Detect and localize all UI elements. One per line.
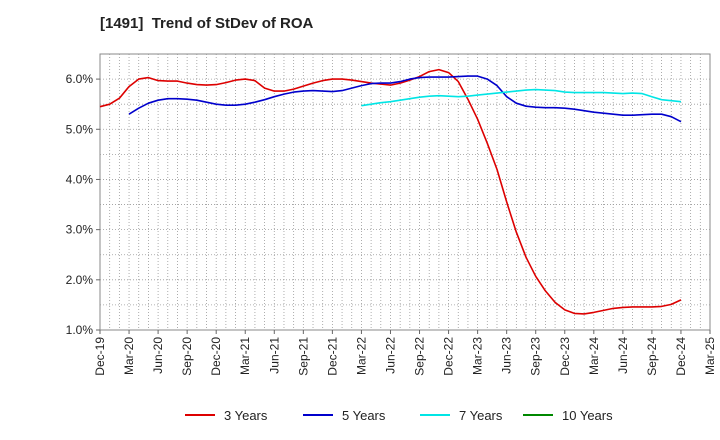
x-tick-label: Dec-19 (93, 337, 107, 376)
series-line-3-years (99, 68, 682, 315)
x-axis: Dec-19 Mar-20 Jun-20 Sep-20 Dec-20 Mar-21 Jun-… (93, 330, 717, 376)
x-tick-label: Mar-20 (122, 337, 136, 375)
x-tick-label: Jun-24 (616, 337, 630, 374)
y-tick-label: 4.0% (66, 172, 94, 186)
series-layer (99, 68, 682, 315)
x-tick-label: Sep-22 (413, 337, 427, 376)
grid-lines (100, 54, 710, 330)
y-axis: 1.0% 2.0% 3.0% 4.0% 5.0% 6.0% (66, 72, 100, 337)
x-tick-label: Sep-21 (296, 337, 310, 376)
legend-label-3-years: 3 Years (224, 408, 268, 423)
y-tick-label: 2.0% (66, 273, 94, 287)
series-line-5-years (128, 75, 682, 123)
x-tick-label: Jun-22 (383, 337, 397, 374)
x-tick-label: Dec-24 (674, 337, 688, 376)
y-tick-label: 6.0% (66, 72, 94, 86)
plot-area (99, 53, 711, 331)
x-tick-label: Jun-20 (151, 337, 165, 374)
x-tick-label: Mar-23 (471, 337, 485, 375)
x-tick-label: Mar-24 (587, 337, 601, 375)
x-tick-label: Dec-23 (558, 337, 572, 376)
y-tick-label: 3.0% (66, 223, 94, 237)
legend-label-7-years: 7 Years (459, 408, 503, 423)
x-tick-label: Mar-22 (354, 337, 368, 375)
x-tick-label: Dec-22 (442, 337, 456, 376)
series-line-7-years (361, 88, 682, 107)
x-tick-label: Mar-21 (238, 337, 252, 375)
legend: 3 Years 5 Years 7 Years 10 Years (185, 408, 613, 423)
legend-label-10-years: 10 Years (562, 408, 613, 423)
x-tick-label: Sep-24 (645, 337, 659, 376)
x-tick-label: Sep-20 (180, 337, 194, 376)
x-tick-label: Dec-20 (209, 337, 223, 376)
legend-label-5-years: 5 Years (342, 408, 386, 423)
y-tick-label: 5.0% (66, 122, 94, 136)
y-tick-label: 1.0% (66, 323, 94, 337)
x-tick-label: Mar-25 (703, 337, 717, 375)
x-tick-label: Jun-23 (500, 337, 514, 374)
x-tick-label: Sep-23 (529, 337, 543, 376)
plot-frame (99, 53, 711, 331)
chart-title: [1491] Trend of StDev of ROA (100, 15, 314, 32)
x-tick-label: Jun-21 (267, 337, 281, 374)
x-tick-label: Dec-21 (325, 337, 339, 376)
